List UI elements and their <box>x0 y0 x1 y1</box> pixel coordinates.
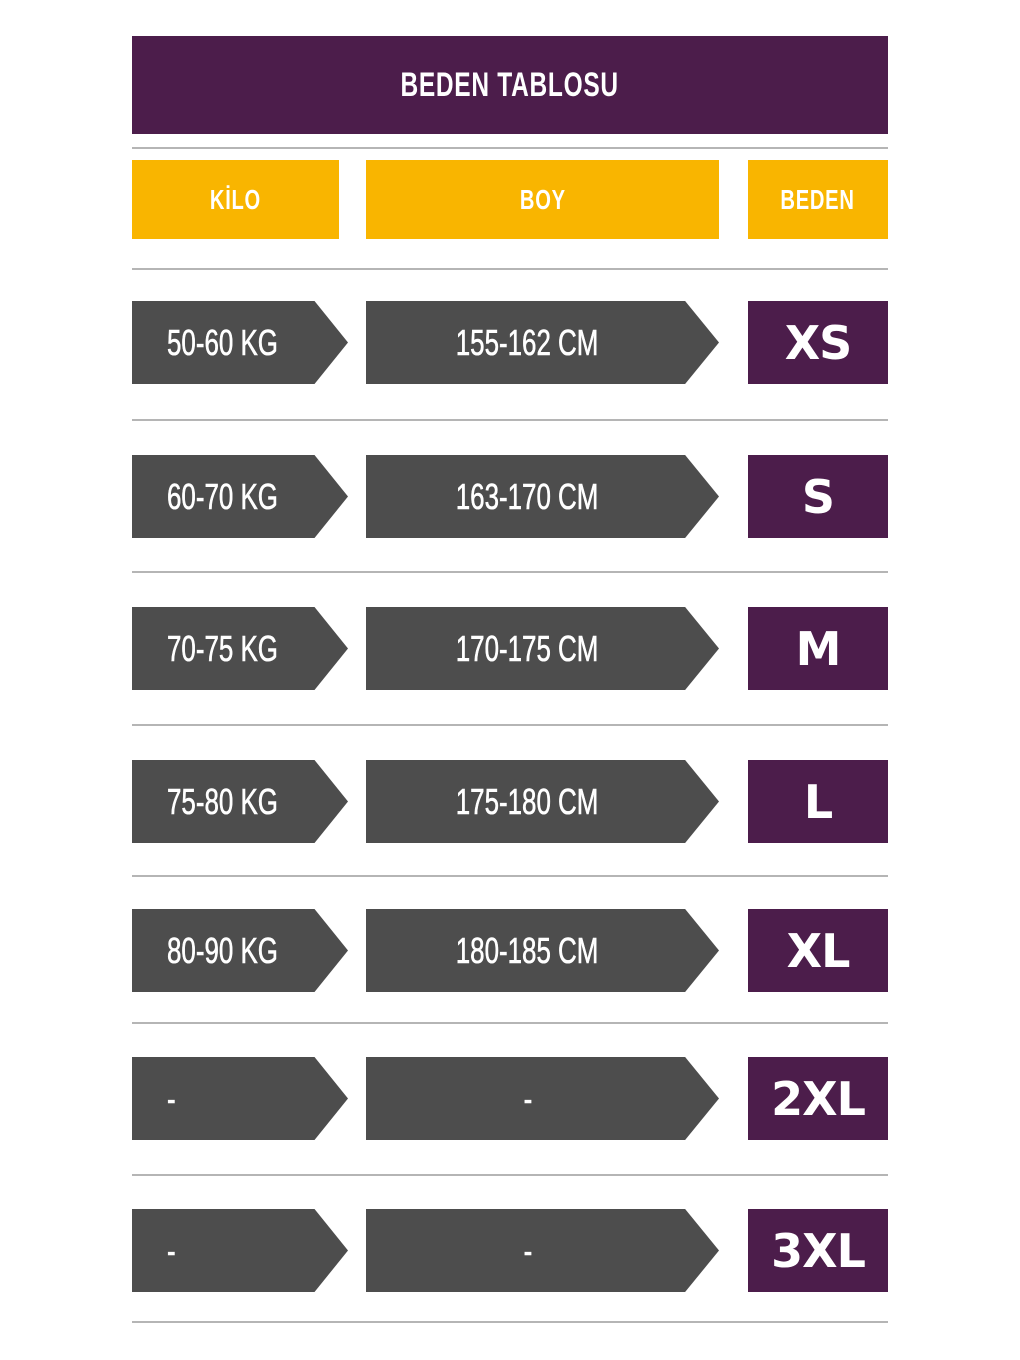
boy-value: - <box>523 1229 532 1271</box>
header-beden-label: BEDEN <box>780 183 856 215</box>
size-value: M <box>795 621 842 676</box>
boy-value: 175-180 CM <box>456 780 599 822</box>
kilo-cell: 50-60 KG <box>132 301 348 384</box>
kilo-cell: 80-90 KG <box>132 909 348 992</box>
size-value: XS <box>784 315 853 370</box>
page-title: BEDEN TABLOSU <box>400 65 620 104</box>
divider <box>132 875 888 877</box>
size-cell: 2XL <box>748 1057 888 1140</box>
divider <box>132 147 888 149</box>
header-boy: BOY <box>366 160 719 239</box>
divider <box>132 571 888 573</box>
boy-value: 163-170 CM <box>456 475 599 517</box>
title-banner: BEDEN TABLOSU <box>132 36 888 134</box>
boy-value: 155-162 CM <box>456 321 599 363</box>
boy-value: 180-185 CM <box>456 929 599 971</box>
kilo-value: - <box>167 1229 176 1271</box>
boy-value: - <box>523 1077 532 1119</box>
size-cell: S <box>748 455 888 538</box>
divider <box>132 1321 888 1323</box>
kilo-cell: 70-75 KG <box>132 607 348 690</box>
size-value: L <box>803 774 833 829</box>
kilo-cell: 75-80 KG <box>132 760 348 843</box>
kilo-value: 70-75 KG <box>167 627 278 669</box>
divider <box>132 724 888 726</box>
size-cell: XL <box>748 909 888 992</box>
header-kilo: KİLO <box>132 160 339 239</box>
size-value: S <box>801 469 835 524</box>
kilo-value: 50-60 KG <box>167 321 278 363</box>
size-cell: XS <box>748 301 888 384</box>
kilo-cell: - <box>132 1057 348 1140</box>
kilo-cell: - <box>132 1209 348 1292</box>
kilo-value: 75-80 KG <box>167 780 278 822</box>
boy-cell: 155-162 CM <box>366 301 719 384</box>
size-cell: 3XL <box>748 1209 888 1292</box>
divider <box>132 1022 888 1024</box>
boy-cell: 170-175 CM <box>366 607 719 690</box>
size-value: XL <box>786 923 851 978</box>
kilo-value: 60-70 KG <box>167 475 278 517</box>
boy-cell: - <box>366 1057 719 1140</box>
divider <box>132 419 888 421</box>
boy-cell: 175-180 CM <box>366 760 719 843</box>
kilo-value: - <box>167 1077 176 1119</box>
boy-value: 170-175 CM <box>456 627 599 669</box>
header-kilo-label: KİLO <box>209 183 262 215</box>
divider <box>132 268 888 270</box>
kilo-cell: 60-70 KG <box>132 455 348 538</box>
size-value: 3XL <box>771 1223 866 1278</box>
boy-cell: 180-185 CM <box>366 909 719 992</box>
size-value: 2XL <box>771 1071 866 1126</box>
header-beden: BEDEN <box>748 160 888 239</box>
size-cell: M <box>748 607 888 690</box>
kilo-value: 80-90 KG <box>167 929 278 971</box>
boy-cell: 163-170 CM <box>366 455 719 538</box>
header-boy-label: BOY <box>519 183 566 215</box>
divider <box>132 1174 888 1176</box>
boy-cell: - <box>366 1209 719 1292</box>
size-cell: L <box>748 760 888 843</box>
